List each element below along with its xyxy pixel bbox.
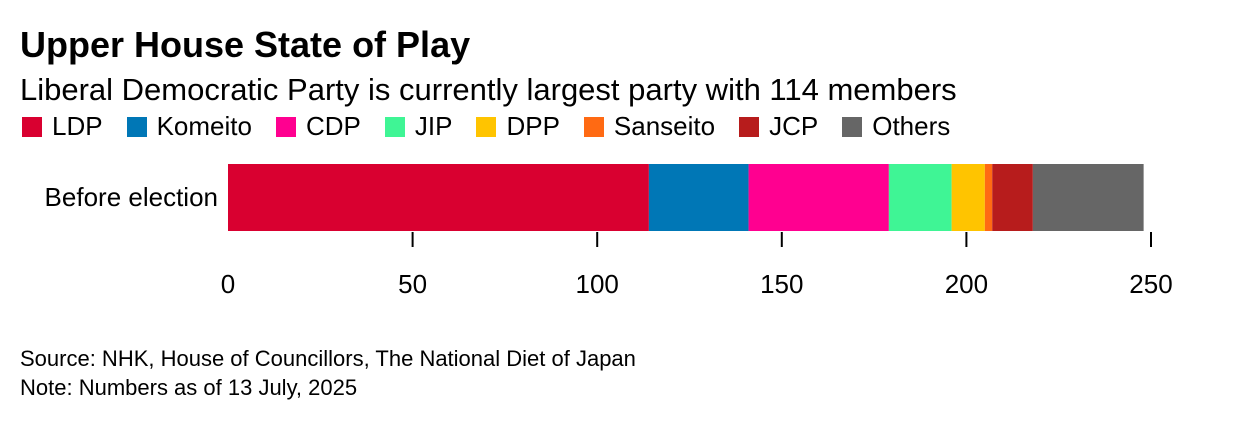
legend-item-dpp: DPP	[476, 111, 560, 142]
category-label-before-election: Before election	[45, 182, 218, 212]
chart-notes: Source: NHK, House of Councillors, The N…	[20, 344, 636, 402]
bar-segment-komeito	[648, 164, 749, 231]
source-note: Source: NHK, House of Councillors, The N…	[20, 346, 636, 371]
legend-label-jcp: JCP	[769, 111, 819, 141]
legend-item-others: Others	[842, 111, 950, 142]
legend-item-cdp: CDP	[275, 111, 361, 142]
x-tick-label-150: 150	[760, 269, 803, 299]
bar-segment-jcp	[992, 164, 1033, 231]
legend-swatch-dpp	[476, 116, 497, 137]
bar-segment-ldp	[228, 164, 649, 231]
legend-label-jip: JIP	[414, 111, 453, 141]
x-tick-label-100: 100	[576, 269, 619, 299]
x-axis: 0 50 100 150 200 250	[221, 232, 1173, 299]
bar-segment-dpp	[951, 164, 985, 231]
legend-swatch-cdp	[275, 116, 296, 137]
legend-swatch-jcp	[739, 116, 760, 137]
x-tick-label-200: 200	[945, 269, 988, 299]
bar-segment-jip	[888, 164, 952, 231]
bar-segments	[228, 164, 1144, 231]
legend-label-sanseito: Sanseito	[613, 111, 716, 141]
legend-swatch-others	[842, 116, 863, 137]
legend-item-ldp: LDP	[22, 111, 103, 142]
legend-item-sanseito: Sanseito	[583, 111, 716, 142]
x-tick-label-250: 250	[1129, 269, 1172, 299]
bar-segment-cdp	[748, 164, 889, 231]
legend-item-jcp: JCP	[739, 111, 818, 142]
legend: LDP Komeito CDP JIP DPP Sanseito JCP Oth…	[22, 111, 974, 142]
legend-item-jip: JIP	[384, 111, 453, 142]
legend-label-cdp: CDP	[305, 111, 361, 141]
bar-segment-others	[1032, 164, 1144, 231]
legend-label-ldp: LDP	[52, 111, 103, 141]
legend-swatch-komeito	[126, 116, 147, 137]
chart-subtitle: Liberal Democratic Party is currently la…	[20, 72, 957, 107]
bar-segment-sanseito	[984, 164, 993, 231]
legend-label-komeito: Komeito	[156, 111, 252, 141]
legend-label-others: Others	[872, 111, 951, 141]
date-note: Note: Numbers as of 13 July, 2025	[20, 375, 358, 400]
x-tick-label-50: 50	[398, 269, 427, 299]
chart-title: Upper House State of Play	[20, 24, 471, 65]
x-tick-label-0: 0	[221, 269, 235, 299]
legend-item-komeito: Komeito	[126, 111, 252, 142]
legend-label-dpp: DPP	[506, 111, 560, 141]
legend-swatch-sanseito	[583, 116, 604, 137]
legend-swatch-ldp	[22, 116, 42, 137]
legend-swatch-jip	[384, 116, 405, 137]
